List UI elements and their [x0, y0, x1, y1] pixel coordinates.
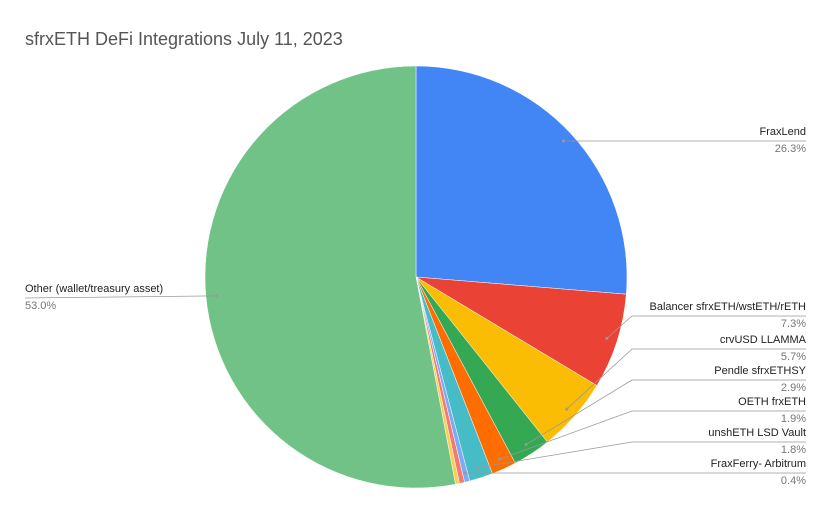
pie-slice [204, 65, 456, 489]
slice-label: FraxLend [760, 126, 806, 138]
leader-dot [214, 294, 218, 298]
leader-dot [565, 407, 569, 411]
slice-value-label: 5.7% [781, 351, 806, 363]
pie-slice [415, 65, 628, 295]
slice-value-label: 2.9% [781, 382, 806, 394]
slice-label: Pendle sfrxETHSY [714, 365, 806, 377]
chart-title: sfrxETH DeFi Integrations July 11, 2023 [25, 29, 343, 49]
slice-label: FraxFerry- Arbitrum [711, 458, 806, 470]
leader-line [566, 348, 806, 410]
leader-dot [524, 443, 528, 447]
leader-dot [463, 471, 467, 475]
slice-label: OETH frxETH [738, 396, 806, 408]
slice-label: crvUSD LLAMMA [720, 334, 807, 346]
slice-value-label: 7.3% [781, 318, 806, 330]
leader-line [499, 410, 806, 460]
slice-label: Other (wallet/treasury asset) [25, 283, 163, 295]
leader-dot [561, 139, 565, 143]
slice-value-label: 0.4% [781, 475, 806, 487]
slice-label: Balancer sfrxETH/wstETH/rETH [650, 301, 807, 313]
leader-line [606, 315, 806, 339]
leader-line [477, 441, 806, 469]
leader-dot [476, 466, 480, 470]
leader-line [525, 379, 806, 445]
slice-value-label: 1.8% [781, 444, 806, 456]
leader-dot [605, 336, 609, 340]
slice-value-label: 53.0% [25, 300, 56, 312]
leader-dot [498, 457, 502, 461]
leader-line [24, 295, 217, 299]
slice-value-label: 1.9% [781, 413, 806, 425]
slice-value-label: 26.3% [775, 143, 806, 155]
slice-label: unshETH LSD Vault [708, 427, 806, 439]
